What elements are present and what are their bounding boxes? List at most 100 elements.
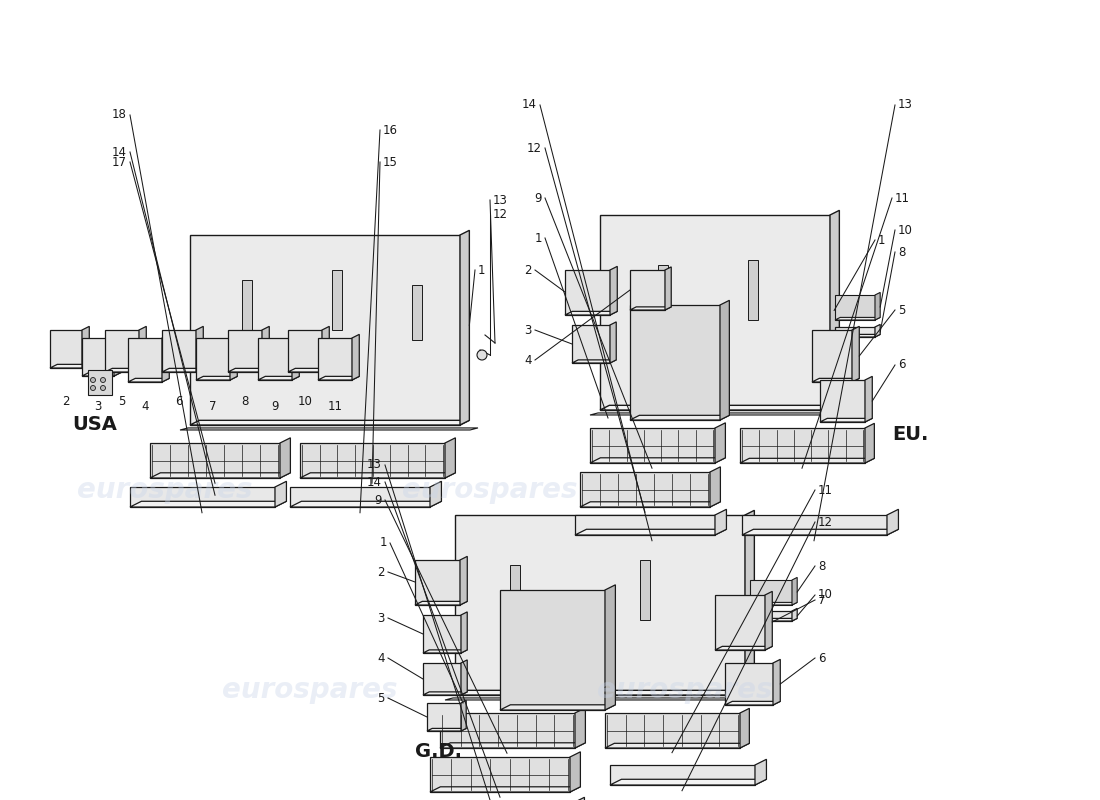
Text: 1: 1 xyxy=(878,234,886,246)
Text: 14: 14 xyxy=(367,475,382,489)
Polygon shape xyxy=(300,473,455,478)
Polygon shape xyxy=(461,612,468,653)
Polygon shape xyxy=(82,326,89,368)
Polygon shape xyxy=(258,338,292,380)
Text: 3: 3 xyxy=(525,323,532,337)
Text: G.D.: G.D. xyxy=(415,742,462,761)
Polygon shape xyxy=(446,438,455,478)
Polygon shape xyxy=(580,502,720,507)
Polygon shape xyxy=(590,428,715,463)
Polygon shape xyxy=(228,330,262,372)
Polygon shape xyxy=(180,428,478,430)
Polygon shape xyxy=(162,334,169,382)
Polygon shape xyxy=(575,530,726,535)
Polygon shape xyxy=(322,326,329,372)
Polygon shape xyxy=(500,705,615,710)
Polygon shape xyxy=(748,260,758,320)
Text: 3: 3 xyxy=(95,400,101,413)
Text: eurospares: eurospares xyxy=(77,476,253,504)
Polygon shape xyxy=(742,515,887,535)
Polygon shape xyxy=(446,698,758,700)
Polygon shape xyxy=(424,692,468,695)
Text: 8: 8 xyxy=(898,246,905,258)
Text: 1: 1 xyxy=(478,263,485,277)
Polygon shape xyxy=(430,786,581,792)
Polygon shape xyxy=(162,330,196,372)
Polygon shape xyxy=(865,423,874,463)
Polygon shape xyxy=(740,708,749,748)
Polygon shape xyxy=(50,330,82,368)
Polygon shape xyxy=(742,530,899,535)
Polygon shape xyxy=(610,266,617,315)
Polygon shape xyxy=(666,267,671,310)
Polygon shape xyxy=(572,325,610,363)
Polygon shape xyxy=(575,708,585,748)
Text: eurospares: eurospares xyxy=(597,676,772,704)
Text: 8: 8 xyxy=(241,395,249,408)
Text: 12: 12 xyxy=(818,515,833,529)
Polygon shape xyxy=(764,591,772,650)
Polygon shape xyxy=(750,611,792,621)
Polygon shape xyxy=(725,702,780,705)
Polygon shape xyxy=(570,752,581,792)
Text: 12: 12 xyxy=(527,142,542,154)
Text: 14: 14 xyxy=(112,146,126,158)
Text: 7: 7 xyxy=(818,594,825,606)
Polygon shape xyxy=(750,618,798,621)
Text: 11: 11 xyxy=(895,191,910,205)
Polygon shape xyxy=(812,330,852,382)
Polygon shape xyxy=(630,305,720,420)
Polygon shape xyxy=(500,590,605,710)
Text: EU.: EU. xyxy=(892,425,928,444)
Polygon shape xyxy=(318,338,352,380)
Polygon shape xyxy=(461,660,468,695)
Text: 1: 1 xyxy=(379,537,387,550)
Polygon shape xyxy=(835,327,874,337)
Text: 2: 2 xyxy=(525,263,532,277)
Polygon shape xyxy=(715,510,726,535)
Polygon shape xyxy=(258,376,299,380)
Polygon shape xyxy=(440,713,575,748)
Polygon shape xyxy=(130,487,275,507)
Circle shape xyxy=(90,386,96,390)
Text: 5: 5 xyxy=(119,395,125,408)
Text: USA: USA xyxy=(73,415,118,434)
Text: 11: 11 xyxy=(818,483,833,497)
Polygon shape xyxy=(605,713,740,748)
Polygon shape xyxy=(630,307,671,310)
Polygon shape xyxy=(190,420,470,425)
Polygon shape xyxy=(725,663,773,705)
Text: 15: 15 xyxy=(383,155,398,169)
Text: 3: 3 xyxy=(377,611,385,625)
Polygon shape xyxy=(630,415,729,420)
Polygon shape xyxy=(630,270,666,310)
Text: 5: 5 xyxy=(898,303,905,317)
Text: 6: 6 xyxy=(898,358,905,371)
Circle shape xyxy=(100,378,106,382)
Polygon shape xyxy=(280,438,290,478)
Polygon shape xyxy=(150,473,290,478)
Polygon shape xyxy=(640,560,650,620)
Polygon shape xyxy=(332,270,342,330)
Polygon shape xyxy=(792,608,798,621)
Text: 2: 2 xyxy=(63,395,69,408)
Polygon shape xyxy=(104,330,139,372)
Text: 13: 13 xyxy=(898,98,913,111)
Polygon shape xyxy=(590,458,725,463)
Polygon shape xyxy=(460,230,470,425)
Polygon shape xyxy=(835,318,880,320)
Polygon shape xyxy=(610,779,767,785)
Polygon shape xyxy=(139,326,146,372)
Text: 17: 17 xyxy=(112,155,126,169)
Polygon shape xyxy=(128,338,162,382)
Polygon shape xyxy=(455,690,755,695)
Polygon shape xyxy=(610,765,755,785)
Polygon shape xyxy=(228,368,270,372)
Polygon shape xyxy=(565,311,617,315)
Polygon shape xyxy=(715,595,764,650)
Text: 4: 4 xyxy=(377,651,385,665)
Polygon shape xyxy=(750,580,792,605)
Polygon shape xyxy=(605,743,749,748)
Polygon shape xyxy=(874,292,880,320)
Polygon shape xyxy=(427,728,466,731)
